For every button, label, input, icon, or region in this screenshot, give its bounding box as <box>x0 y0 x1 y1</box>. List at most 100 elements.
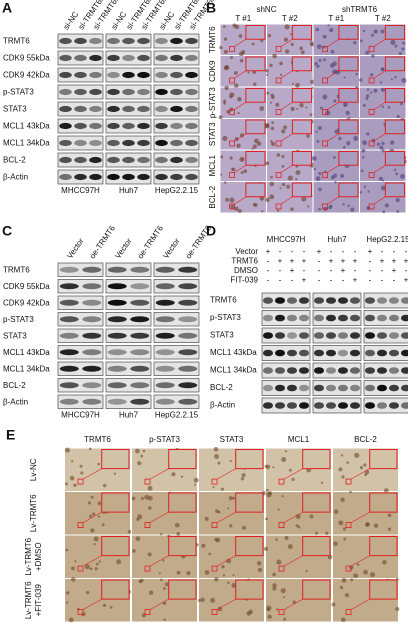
band <box>74 122 87 130</box>
ihc-cell <box>227 507 230 510</box>
ihc-cell <box>366 88 370 91</box>
band <box>298 384 310 392</box>
blot-strip <box>153 312 200 327</box>
condition-sign: - <box>330 276 333 285</box>
ihc-cell <box>365 94 370 98</box>
band <box>325 349 337 357</box>
ihc-cell <box>328 205 332 210</box>
ihc-cell <box>74 560 77 563</box>
band <box>107 332 127 339</box>
zoom-box <box>275 46 282 52</box>
band <box>178 365 198 372</box>
band <box>400 349 408 357</box>
row-label: CDK9 <box>208 60 217 82</box>
ihc-cell <box>238 209 242 213</box>
condition-sign: - <box>393 276 396 285</box>
band <box>364 349 376 357</box>
band <box>74 156 87 164</box>
zoom-inset <box>338 25 359 40</box>
ihc-cell <box>65 482 69 486</box>
row-label: β-Actin <box>3 397 28 406</box>
band <box>313 367 325 374</box>
ihc-cell <box>200 597 205 603</box>
zoom-line <box>280 196 293 205</box>
zoom-inset <box>245 119 266 135</box>
zoom-box <box>211 478 218 485</box>
zoom-line <box>216 468 236 480</box>
zoom-box <box>77 478 84 485</box>
blot-strip <box>153 361 200 376</box>
ihc-cell <box>384 203 389 208</box>
band <box>388 332 400 339</box>
band <box>89 139 102 147</box>
band <box>349 297 361 304</box>
ihc-cell <box>331 602 336 607</box>
column-label: p-STAT3 <box>149 435 180 444</box>
ihc-cell <box>365 97 369 100</box>
ihc-cell <box>144 494 150 500</box>
ihc-cell <box>265 161 270 166</box>
band <box>170 105 183 113</box>
condition-sign: + <box>290 257 295 266</box>
ihc-cell <box>218 115 223 120</box>
blot-strip <box>105 262 152 277</box>
zoom-box <box>322 109 329 115</box>
ihc-cell <box>64 447 71 453</box>
ihc-cell <box>113 472 117 475</box>
band <box>137 173 150 181</box>
ihc-cell <box>401 47 405 51</box>
ihc-cell <box>333 541 338 547</box>
band <box>185 105 198 113</box>
ihc-cell <box>314 531 318 535</box>
ihc-cell <box>230 168 234 171</box>
ihc-cell <box>395 606 400 612</box>
ihc-cell <box>332 61 337 66</box>
zoom-inset <box>338 56 359 72</box>
ihc-cell <box>142 449 146 453</box>
ihc-cell <box>94 567 98 571</box>
band <box>59 156 72 164</box>
ihc-cell <box>234 206 239 212</box>
column-label: T #1 <box>235 14 251 23</box>
zoom-box <box>368 46 375 52</box>
ihc-cell <box>383 488 389 493</box>
ihc-cell <box>333 156 336 159</box>
band <box>82 266 102 273</box>
band <box>107 365 127 372</box>
ihc-cell <box>281 457 287 462</box>
band <box>313 297 325 304</box>
zoom-line <box>280 101 293 110</box>
zoom-line <box>373 164 386 173</box>
band <box>274 384 286 392</box>
band <box>298 297 310 304</box>
ihc-cell <box>394 75 397 79</box>
ihc-cell <box>373 88 378 93</box>
ihc-cell <box>333 99 337 103</box>
zoom-box <box>275 140 282 147</box>
ihc-cell <box>147 485 153 491</box>
ihc-cell <box>229 524 233 528</box>
band <box>170 139 183 147</box>
ihc-cell <box>248 609 253 615</box>
ihc-cell <box>92 512 96 516</box>
band <box>313 402 325 409</box>
band <box>262 384 274 392</box>
band <box>137 122 150 130</box>
zoom-line <box>327 70 340 79</box>
band <box>74 105 87 113</box>
ihc-cell <box>230 204 235 209</box>
ihc-cell <box>176 570 181 575</box>
band <box>59 349 79 356</box>
zoom-inset <box>384 151 406 166</box>
zoom-line <box>280 70 293 79</box>
ihc-cell <box>208 552 212 556</box>
row-label: MCL1 34kDa <box>3 139 50 148</box>
group-label: Huh7 <box>119 186 139 195</box>
ihc-cell <box>214 537 218 542</box>
column-label: T #1 <box>328 14 344 23</box>
ihc-cell <box>276 153 281 157</box>
row-label: MCL1 43kDa <box>3 122 50 131</box>
row-label: BCL-2 <box>3 156 26 165</box>
band <box>400 314 408 322</box>
